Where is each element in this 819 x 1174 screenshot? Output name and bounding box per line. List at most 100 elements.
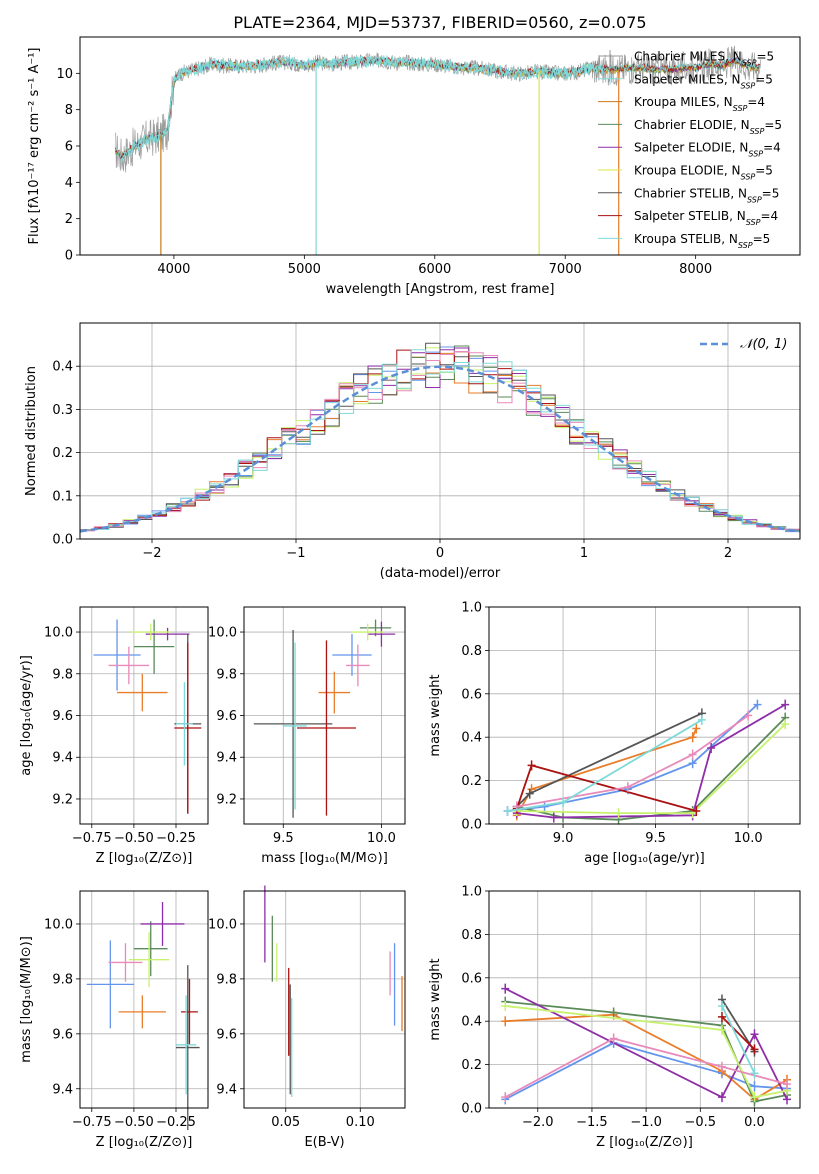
y-tick-label: 2 xyxy=(65,212,73,227)
chart-1-ylabel: Normed distribution xyxy=(24,366,39,496)
errorbar-point xyxy=(118,995,166,1029)
mass-weight-series xyxy=(503,714,706,816)
x-tick-label: 0 xyxy=(436,546,444,561)
y-tick-label: 10.0 xyxy=(208,626,237,641)
chart-6-axes: 0.05 0.10 9.4 9.6 9.8 10.0 xyxy=(208,891,405,1130)
series-line xyxy=(721,1016,756,1051)
x-tick-label: −0.75 xyxy=(72,1115,112,1130)
y-tick-label: 9.8 xyxy=(216,667,237,682)
series-line xyxy=(516,703,786,819)
errorbar-point xyxy=(297,640,356,816)
legend-label: Salpeter ELODIE, NSSP=4 xyxy=(634,141,781,159)
chart-2-xlabel: Z [log₁₀(Z/Z⊙)] xyxy=(96,851,193,866)
series-point xyxy=(717,1061,726,1072)
legend-count: =5 xyxy=(753,232,771,246)
x-tick-label: 0.05 xyxy=(271,1115,300,1130)
series-point xyxy=(717,1001,726,1012)
x-tick-label: −1.0 xyxy=(630,1115,662,1130)
x-tick-label: 9.5 xyxy=(645,831,666,846)
chart-5-frame xyxy=(79,890,209,1109)
chart-4-frame xyxy=(488,606,801,825)
errorbar-point xyxy=(174,642,202,814)
series-line xyxy=(516,723,786,814)
chart-4-xlabel: age [log₁₀(age/yr)] xyxy=(584,851,705,866)
chart-3-xlabel: mass [log₁₀(M/M⊙)] xyxy=(261,851,388,866)
x-tick-label: −0.50 xyxy=(114,831,154,846)
chart-1-xlabel: (data-model)/error xyxy=(380,566,501,581)
series-point xyxy=(750,1081,759,1092)
series-point xyxy=(692,723,701,734)
legend-label: Kroupa ELODIE, NSSP=5 xyxy=(634,164,773,182)
y-tick-label: 0.8 xyxy=(461,644,482,659)
chart-6-frame xyxy=(243,890,406,1109)
x-tick-label: 8000 xyxy=(679,262,712,277)
series-point xyxy=(750,1044,759,1055)
legend-subscript: SSP xyxy=(746,218,761,227)
y-tick-label: 1.0 xyxy=(461,885,482,900)
normal-reference-curve xyxy=(79,365,801,533)
series-point xyxy=(750,1029,759,1040)
legend-subscript: SSP xyxy=(741,81,756,90)
chart-2-ylabel: age [log₁₀(age/yr)] xyxy=(19,655,34,776)
series-point xyxy=(782,1094,791,1105)
y-tick-label: 0.0 xyxy=(461,1102,482,1117)
series-point xyxy=(501,1092,510,1103)
y-tick-label: 1.0 xyxy=(461,601,482,616)
y-tick-label: 9.2 xyxy=(216,792,237,807)
legend-label: Salpeter MILES, NSSP=5 xyxy=(634,72,773,90)
series-point xyxy=(717,1092,726,1103)
spectrum-legend: Chabrier MILES, NSSP=5 Salpeter MILES, NS… xyxy=(598,50,782,249)
chart-0-frame xyxy=(79,36,801,256)
y-tick-label: 9.6 xyxy=(216,709,237,724)
chart-5-axes: −0.75 −0.50 −0.25 9.4 9.6 9.8 10.0 xyxy=(44,891,208,1130)
errorbar-point xyxy=(253,629,333,818)
chart-2-frame xyxy=(79,606,209,825)
y-tick-label: 9.8 xyxy=(52,972,73,987)
series-point xyxy=(717,1024,726,1035)
x-tick-label: −2 xyxy=(142,546,161,561)
series-line xyxy=(721,1005,756,1074)
x-tick-label: 2 xyxy=(724,546,732,561)
series-point xyxy=(559,797,568,808)
chart-0-xlabel: wavelength [Angstrom, rest frame] xyxy=(326,282,555,297)
chart-7-frame xyxy=(488,890,801,1109)
x-tick-label: 0.10 xyxy=(346,1115,375,1130)
chart-7-xlabel: Z [log₁₀(Z/Z⊙)] xyxy=(596,1135,693,1150)
x-tick-label: −1.5 xyxy=(576,1115,608,1130)
errorbar-point xyxy=(117,673,168,712)
legend-label: Salpeter STELIB, NSSP=4 xyxy=(634,209,778,227)
errorbar-point xyxy=(140,901,185,946)
y-tick-label: 4 xyxy=(65,176,73,191)
series-point xyxy=(744,710,753,721)
y-tick-label: 0.0 xyxy=(461,818,482,833)
errorbar-point xyxy=(176,995,197,1095)
y-tick-label: 9.6 xyxy=(216,1027,237,1042)
y-tick-label: 9.4 xyxy=(52,751,73,766)
x-tick-label: 5000 xyxy=(288,262,321,277)
series-point xyxy=(527,760,536,771)
x-tick-label: 1 xyxy=(580,546,588,561)
chart-4-ylabel: mass weight xyxy=(428,674,443,756)
mass-weight-series xyxy=(717,1001,759,1079)
errorbar-point xyxy=(176,965,200,1130)
errorbar-point xyxy=(346,644,370,687)
legend-count: =5 xyxy=(755,164,773,178)
legend-count: =4 xyxy=(760,209,778,223)
legend-count: =5 xyxy=(756,50,774,64)
errorbar-point xyxy=(108,646,150,685)
y-tick-label: 9.6 xyxy=(52,1027,73,1042)
errorbar-point xyxy=(133,921,168,977)
series-point xyxy=(501,1001,510,1012)
errorbar-point xyxy=(108,943,143,982)
errorbar-point xyxy=(93,619,141,691)
chart-0-ylabel: Flux [fλ10⁻¹⁷ erg cm⁻² s⁻¹ A⁻¹] xyxy=(27,48,42,245)
x-tick-label: −0.75 xyxy=(72,831,112,846)
chart-3-frame xyxy=(243,606,406,825)
y-tick-label: 0.6 xyxy=(461,971,482,986)
legend-subscript: SSP xyxy=(742,58,757,67)
series-point xyxy=(540,801,549,812)
series-line xyxy=(505,1005,788,1099)
y-tick-label: 0 xyxy=(65,249,73,264)
figure-title: PLATE=2364, MJD=53737, FIBERID=0560, z=0… xyxy=(233,13,646,32)
y-tick-label: 9.4 xyxy=(52,1082,73,1097)
